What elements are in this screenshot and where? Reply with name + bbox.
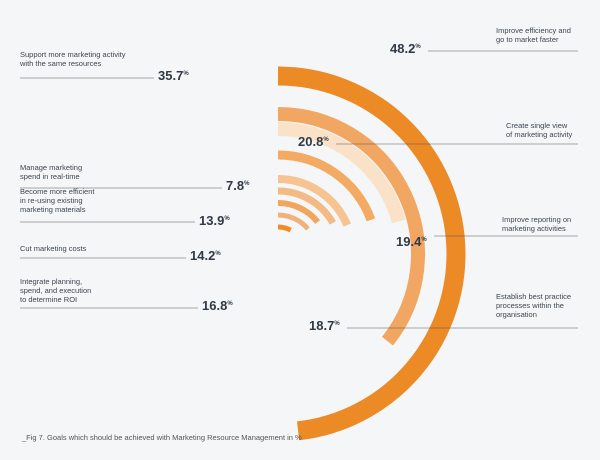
- category-label-2-line-0: Create single view: [506, 121, 568, 130]
- value-label-8: 7.8%: [226, 178, 250, 193]
- value-unit-1: %: [183, 71, 189, 77]
- category-label-6-line-0: Cut marketing costs: [20, 244, 87, 253]
- value-label-7: 13.9%: [199, 213, 230, 228]
- value-unit-4: %: [334, 321, 340, 327]
- value-unit-5: %: [227, 301, 233, 307]
- category-label-5-line-0: Integrate planning,: [20, 277, 82, 286]
- category-label-8-line-1: spend in real-time: [20, 172, 80, 181]
- arc-6: [277, 200, 321, 224]
- value-label-0: 48.2%: [390, 41, 421, 56]
- arc-5: [277, 187, 336, 225]
- value-unit-3: %: [421, 237, 427, 243]
- figure-caption: _Fig 7. Goals which should be achieved w…: [22, 433, 302, 442]
- category-label-7-line-1: in re-using existing: [20, 196, 83, 205]
- value-label-4: 18.7%: [309, 318, 340, 333]
- arc-3: [277, 150, 376, 222]
- category-label-1-line-1: with the same resources: [19, 59, 102, 68]
- value-unit-2: %: [323, 137, 329, 143]
- arc-0: [277, 66, 466, 441]
- category-label-2-line-1: of marketing activity: [506, 130, 573, 139]
- value-label-5: 16.8%: [202, 298, 233, 313]
- arc-8: [277, 224, 292, 233]
- category-label-4-line-1: processes within the: [496, 301, 564, 310]
- category-label-5-line-2: to determine ROI: [20, 295, 77, 304]
- category-label-4-line-2: organisation: [496, 310, 537, 319]
- arc-1: [277, 107, 425, 346]
- category-label-0-line-0: Improve efficiency and: [496, 26, 571, 35]
- category-label-5-line-1: spend, and execution: [20, 286, 91, 295]
- value-unit-7: %: [224, 216, 230, 222]
- category-label-0-line-1: go to market faster: [496, 35, 559, 44]
- value-unit-8: %: [244, 181, 250, 187]
- arc-2: [277, 122, 406, 224]
- category-label-4-line-0: Establish best practice: [496, 292, 571, 301]
- arc-4: [277, 175, 351, 227]
- value-unit-6: %: [215, 251, 221, 257]
- category-label-7-line-0: Become more efficient: [20, 187, 95, 196]
- value-label-6: 14.2%: [190, 248, 221, 263]
- value-label-2: 20.8%: [298, 134, 329, 149]
- category-label-3-line-0: Improve reporting on: [502, 215, 571, 224]
- value-label-3: 19.4%: [396, 234, 427, 249]
- category-label-3-line-1: marketing activities: [502, 224, 566, 233]
- category-label-8-line-0: Manage marketing: [20, 163, 82, 172]
- category-label-1-line-0: Support more marketing activity: [20, 50, 126, 59]
- category-label-7-line-2: marketing materials: [20, 205, 86, 214]
- value-unit-0: %: [415, 44, 421, 50]
- value-label-1: 35.7%: [158, 68, 189, 83]
- arc-7: [277, 212, 310, 231]
